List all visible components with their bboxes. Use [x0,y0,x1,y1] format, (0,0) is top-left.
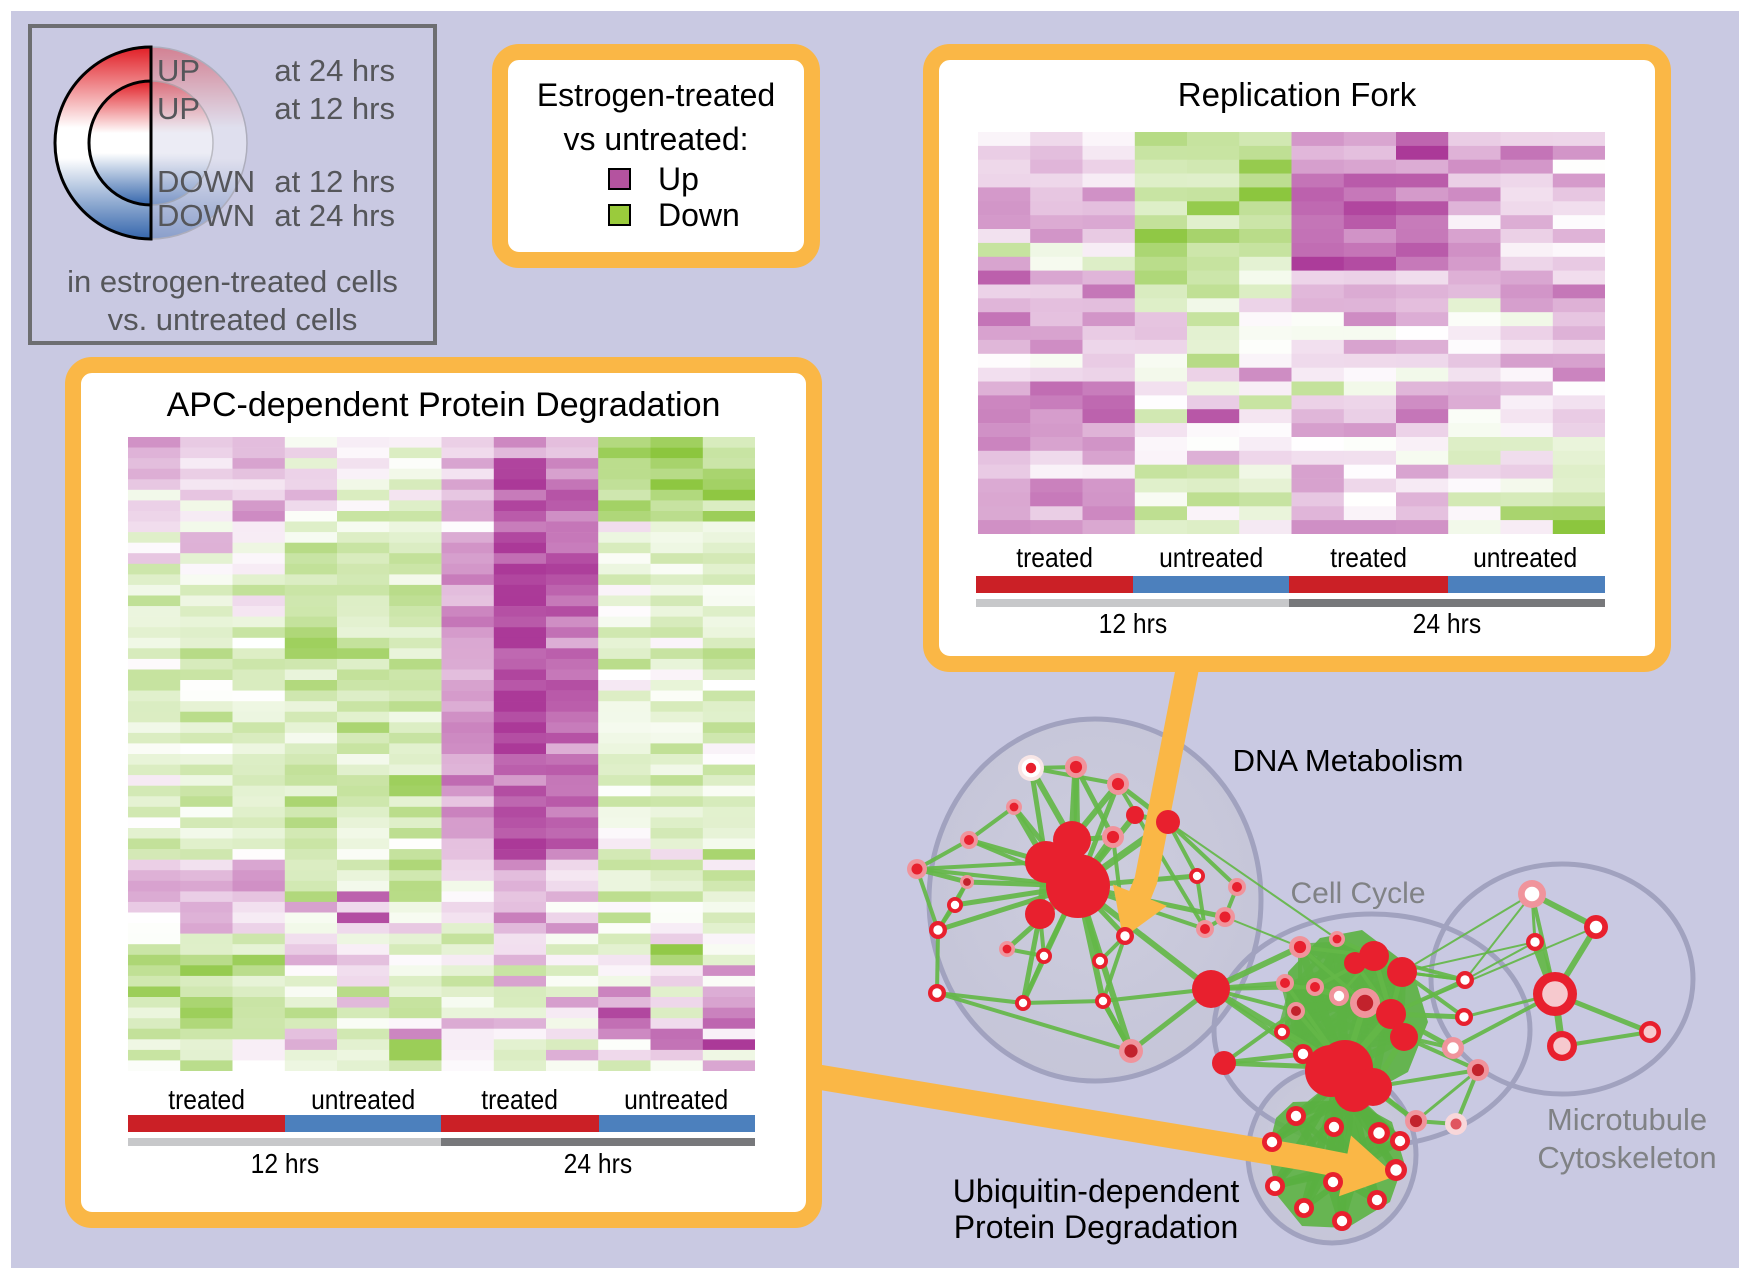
svg-text:Cell Cycle: Cell Cycle [1290,877,1425,910]
svg-text:DNA Metabolism: DNA Metabolism [1233,743,1464,778]
svg-text:Ubiquitin-dependent: Ubiquitin-dependent [953,1173,1240,1209]
svg-text:Microtubule: Microtubule [1547,1102,1707,1137]
svg-text:Protein Degradation: Protein Degradation [954,1209,1239,1245]
svg-text:Cytoskeleton: Cytoskeleton [1537,1140,1716,1175]
